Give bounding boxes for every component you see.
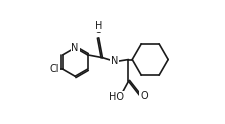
Text: H: H bbox=[94, 21, 102, 31]
Text: N: N bbox=[71, 43, 79, 53]
Text: O: O bbox=[94, 25, 102, 35]
Text: O: O bbox=[140, 91, 147, 101]
Text: HO: HO bbox=[109, 92, 124, 102]
Text: N: N bbox=[111, 56, 118, 66]
Text: Cl: Cl bbox=[50, 64, 59, 74]
